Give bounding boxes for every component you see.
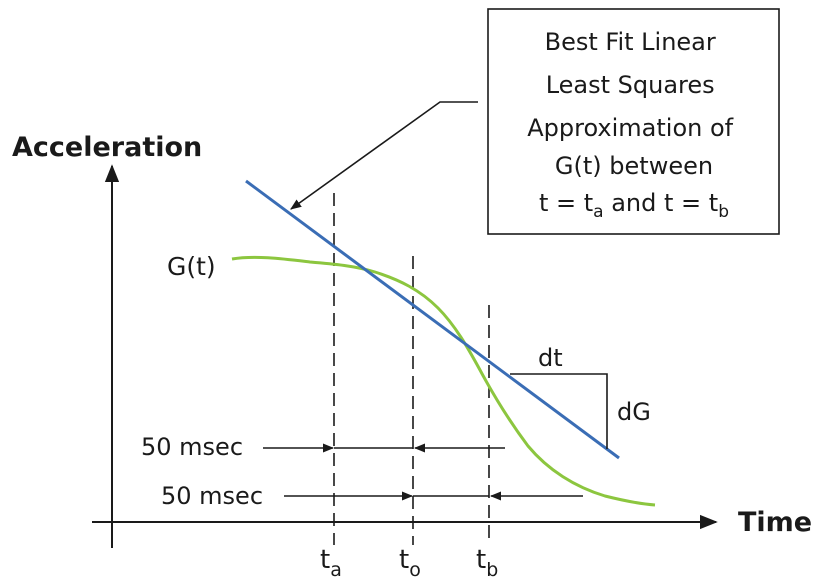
dt-label: dt (538, 344, 563, 372)
ta-label: ta (320, 545, 342, 581)
tb-label-sub: b (486, 559, 498, 581)
x-axis-label: Time (738, 507, 812, 538)
callout-line-1: Best Fit Linear (545, 28, 716, 56)
callout-box (487, 8, 780, 235)
ta-label-sub: a (330, 559, 342, 581)
callout-line-5-sub-b: b (718, 202, 729, 222)
callout-line-3: Approximation of (527, 114, 733, 142)
g-curve (231, 255, 656, 507)
window-1-label: 50 msec (141, 433, 243, 461)
tb-label-base: t (476, 545, 486, 575)
curve-label: G(t) (167, 252, 216, 281)
tb-label: tb (476, 545, 498, 581)
y-axis-label: Acceleration (12, 132, 202, 163)
window-2-label: 50 msec (161, 482, 263, 510)
callout-line-4: G(t) between (555, 152, 713, 180)
callout-line-2: Least Squares (546, 71, 715, 99)
to-label: to (399, 545, 421, 581)
to-label-sub: o (409, 559, 421, 581)
callout-leader (290, 101, 478, 210)
callout-line-5: t = ta and t = tb (539, 189, 729, 222)
to-label-base: t (399, 545, 409, 575)
callout-line-5-mid: and t = t (604, 189, 719, 217)
callout-text: Best Fit Linear Least Squares Approximat… (527, 28, 741, 180)
slope-triangle (510, 373, 608, 449)
dg-label: dG (617, 398, 651, 426)
ta-label-base: t (320, 545, 330, 575)
callout-line-5-sub-a: a (593, 202, 603, 222)
best-fit-line (245, 179, 620, 460)
callout-line-5-part-a: t = t (539, 189, 593, 217)
